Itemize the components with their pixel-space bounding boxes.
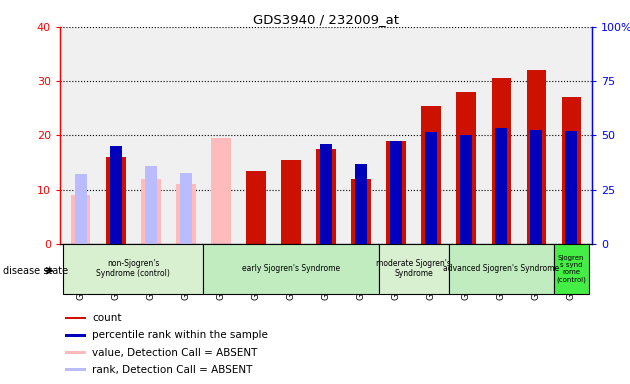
Bar: [390, 141, 402, 244]
Bar: [320, 144, 332, 244]
Bar: [71, 195, 91, 244]
Text: count: count: [92, 313, 122, 323]
Bar: [495, 128, 507, 244]
Bar: [110, 146, 122, 244]
Bar: [491, 78, 511, 244]
Bar: [527, 70, 546, 244]
Bar: [561, 98, 581, 244]
Bar: [66, 369, 86, 371]
Bar: [554, 244, 588, 294]
Bar: [530, 130, 542, 244]
Bar: [203, 244, 379, 294]
Bar: [106, 157, 125, 244]
Bar: [355, 164, 367, 244]
Bar: [379, 244, 449, 294]
Text: moderate Sjogren's
Syndrome: moderate Sjogren's Syndrome: [376, 259, 451, 278]
Bar: [449, 244, 554, 294]
Bar: [180, 173, 192, 244]
Bar: [66, 317, 86, 319]
Text: percentile rank within the sample: percentile rank within the sample: [92, 330, 268, 340]
Bar: [460, 136, 472, 244]
Bar: [457, 92, 476, 244]
Bar: [246, 170, 266, 244]
Text: rank, Detection Call = ABSENT: rank, Detection Call = ABSENT: [92, 365, 253, 375]
Bar: [425, 132, 437, 244]
Bar: [75, 174, 87, 244]
Title: GDS3940 / 232009_at: GDS3940 / 232009_at: [253, 13, 399, 26]
Text: value, Detection Call = ABSENT: value, Detection Call = ABSENT: [92, 348, 258, 358]
Text: early Sjogren's Syndrome: early Sjogren's Syndrome: [242, 264, 340, 273]
Text: non-Sjogren's
Syndrome (control): non-Sjogren's Syndrome (control): [96, 259, 170, 278]
Bar: [565, 131, 577, 244]
Text: disease state: disease state: [3, 266, 68, 276]
Bar: [211, 138, 231, 244]
Bar: [145, 166, 157, 244]
Bar: [316, 149, 336, 244]
Bar: [66, 351, 86, 354]
Bar: [386, 141, 406, 244]
Bar: [282, 160, 301, 244]
Bar: [421, 106, 441, 244]
Bar: [141, 179, 161, 244]
Bar: [64, 244, 203, 294]
Bar: [176, 184, 195, 244]
Text: advanced Sjogren's Syndrome: advanced Sjogren's Syndrome: [443, 264, 559, 273]
Bar: [352, 179, 370, 244]
Text: Sjogren
s synd
rome
(control): Sjogren s synd rome (control): [556, 255, 586, 283]
Bar: [66, 334, 86, 336]
